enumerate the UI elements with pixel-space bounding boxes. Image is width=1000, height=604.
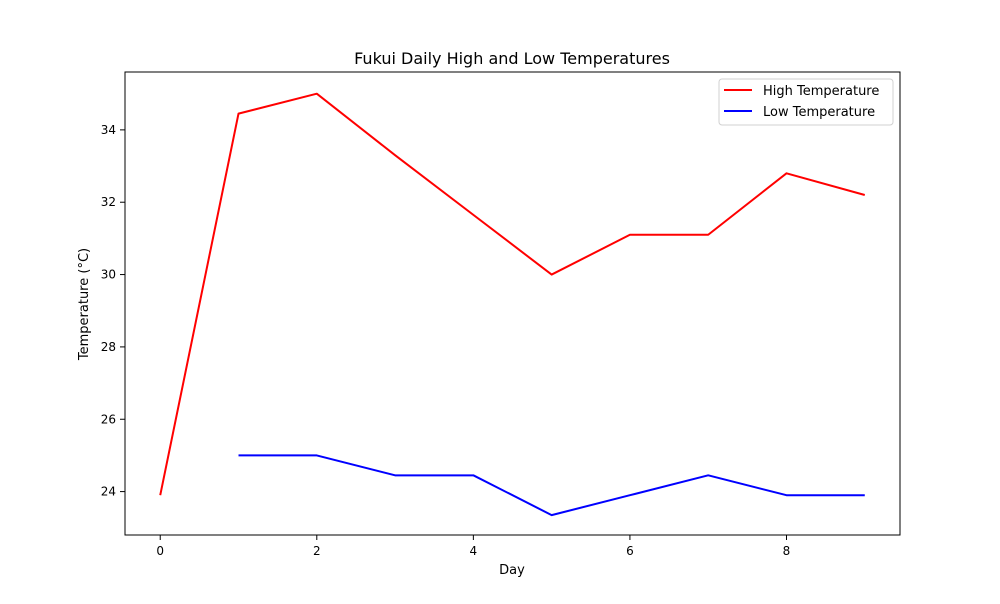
legend-label-low: Low Temperature (763, 105, 875, 120)
y-axis-label: Temperature (°C) (77, 248, 92, 361)
y-tick-label: 32 (101, 195, 116, 209)
y-tick-label: 30 (101, 268, 116, 282)
low-temperature-line (238, 454, 865, 517)
x-tick-label: 6 (626, 544, 634, 558)
series-layer (159, 92, 866, 517)
y-tick-label: 28 (101, 340, 116, 354)
x-tick-label: 4 (470, 544, 478, 558)
legend-label-high: High Temperature (763, 84, 879, 99)
legend: High Temperature Low Temperature (718, 78, 894, 126)
y-axis-ticks: 24 26 28 30 32 34 (101, 123, 125, 499)
x-tick-label: 8 (783, 544, 791, 558)
x-tick-label: 2 (313, 544, 321, 558)
high-temperature-line (159, 92, 866, 496)
y-tick-label: 34 (101, 123, 116, 137)
plot-area-frame (124, 71, 901, 536)
chart-title: Fukui Daily High and Low Temperatures (354, 49, 670, 68)
x-tick-label: 0 (156, 544, 164, 558)
y-tick-label: 24 (101, 485, 116, 499)
y-tick-label: 26 (101, 412, 116, 426)
x-axis-label: Day (499, 563, 525, 578)
x-axis-ticks: 0 2 4 6 8 (156, 535, 790, 558)
legend-box (718, 78, 894, 126)
